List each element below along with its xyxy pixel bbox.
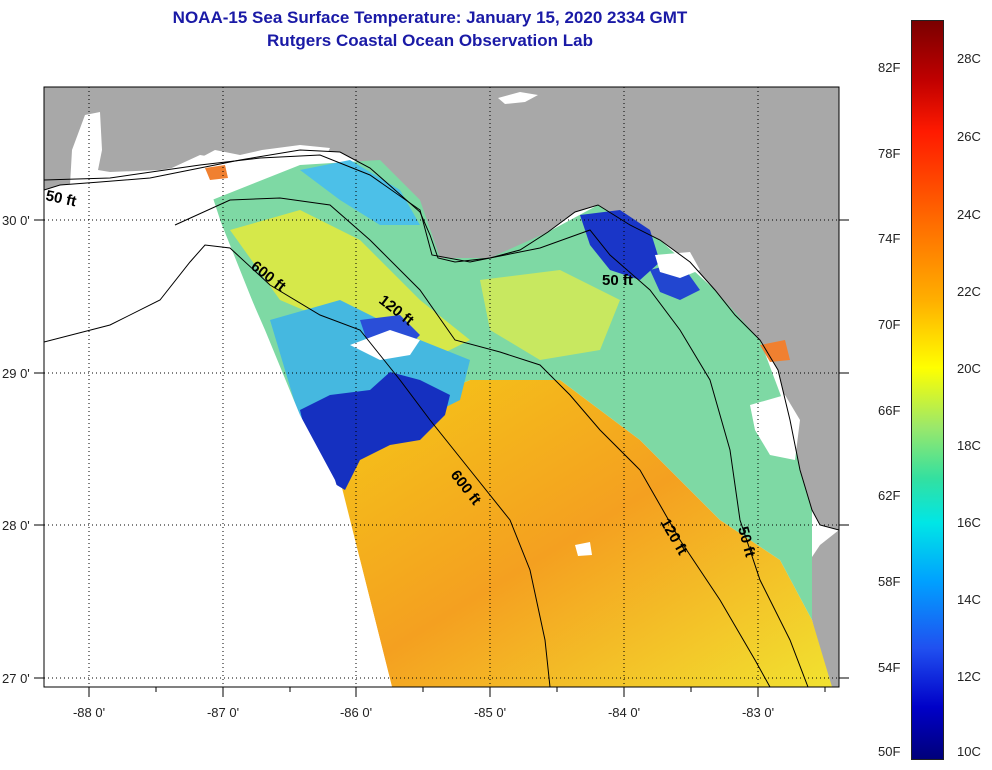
sst-warm-coast-2 — [205, 165, 228, 180]
colorbar-f-label: 66F — [878, 403, 901, 418]
contour-120ft — [174, 197, 771, 687]
colorbar-f-label: 78F — [878, 146, 901, 161]
map-frame — [43, 86, 840, 688]
colorbar-f-label: 54F — [878, 660, 901, 675]
sst-cold-bigbend — [580, 210, 660, 280]
map-subtitle: Rutgers Coastal Ocean Observation Lab — [267, 31, 593, 50]
cloud-patch-3 — [575, 542, 592, 556]
bay-area-small — [498, 92, 538, 104]
lat-tick-label: 29 0' — [2, 366, 30, 381]
contour-label: 50 ft — [602, 272, 633, 289]
cloud-patch — [350, 330, 420, 360]
sst-cold-region — [300, 372, 450, 490]
cloud-patch-4 — [655, 252, 700, 278]
map-title: NOAA-15 Sea Surface Temperature: January… — [172, 8, 688, 27]
sst-yellow-patch — [230, 210, 470, 360]
colorbar-c-label: 24C — [957, 207, 981, 222]
sst-warm-region — [330, 380, 832, 687]
lat-tick-label: 28 0' — [2, 518, 30, 533]
land-mass-south — [805, 530, 839, 687]
colorbar-c-label: 22C — [957, 284, 981, 299]
colorbar-f-label: 74F — [878, 231, 901, 246]
lon-tick-label: -88 0' — [73, 705, 105, 720]
colorbar-f-label: 70F — [878, 317, 901, 332]
colorbar-f-label: 82F — [878, 60, 901, 75]
swath-edge-mask — [44, 195, 392, 687]
colorbar-c-label: 16C — [957, 515, 981, 530]
temperature-colorbar — [911, 20, 944, 760]
colorbar-f-label: 62F — [878, 488, 901, 503]
sst-cool-coast — [300, 160, 420, 225]
lon-tick-label: -86 0' — [340, 705, 372, 720]
lon-tick-label: -83 0' — [742, 705, 774, 720]
colorbar-f-label: 58F — [878, 574, 901, 589]
colorbar-c-label: 10C — [957, 744, 981, 759]
sst-yellow-patch-2 — [480, 270, 620, 360]
sst-warm-coast — [760, 340, 790, 362]
contour-label: 50 ft — [44, 187, 78, 210]
contour-600ft — [44, 244, 551, 687]
land-mass — [44, 87, 839, 530]
colorbar-c-label: 26C — [957, 129, 981, 144]
gulf-coast-white — [44, 168, 212, 195]
lat-tick-label: 30 0' — [2, 213, 30, 228]
coastline — [44, 149, 839, 531]
colorbar-c-label: 28C — [957, 51, 981, 66]
colorbar-f-label: 50F — [878, 744, 901, 759]
lat-tick-label: 27 0' — [2, 671, 30, 686]
tick-marks — [34, 219, 849, 697]
colorbar-c-label: 14C — [957, 592, 981, 607]
lon-tick-label: -84 0' — [608, 705, 640, 720]
lon-tick-label: -87 0' — [207, 705, 239, 720]
colorbar-c-label: 18C — [957, 438, 981, 453]
colorbar-c-label: 20C — [957, 361, 981, 376]
contour-50ft — [44, 154, 809, 687]
colorbar-c-label: 12C — [957, 669, 981, 684]
lon-tick-label: -85 0' — [474, 705, 506, 720]
